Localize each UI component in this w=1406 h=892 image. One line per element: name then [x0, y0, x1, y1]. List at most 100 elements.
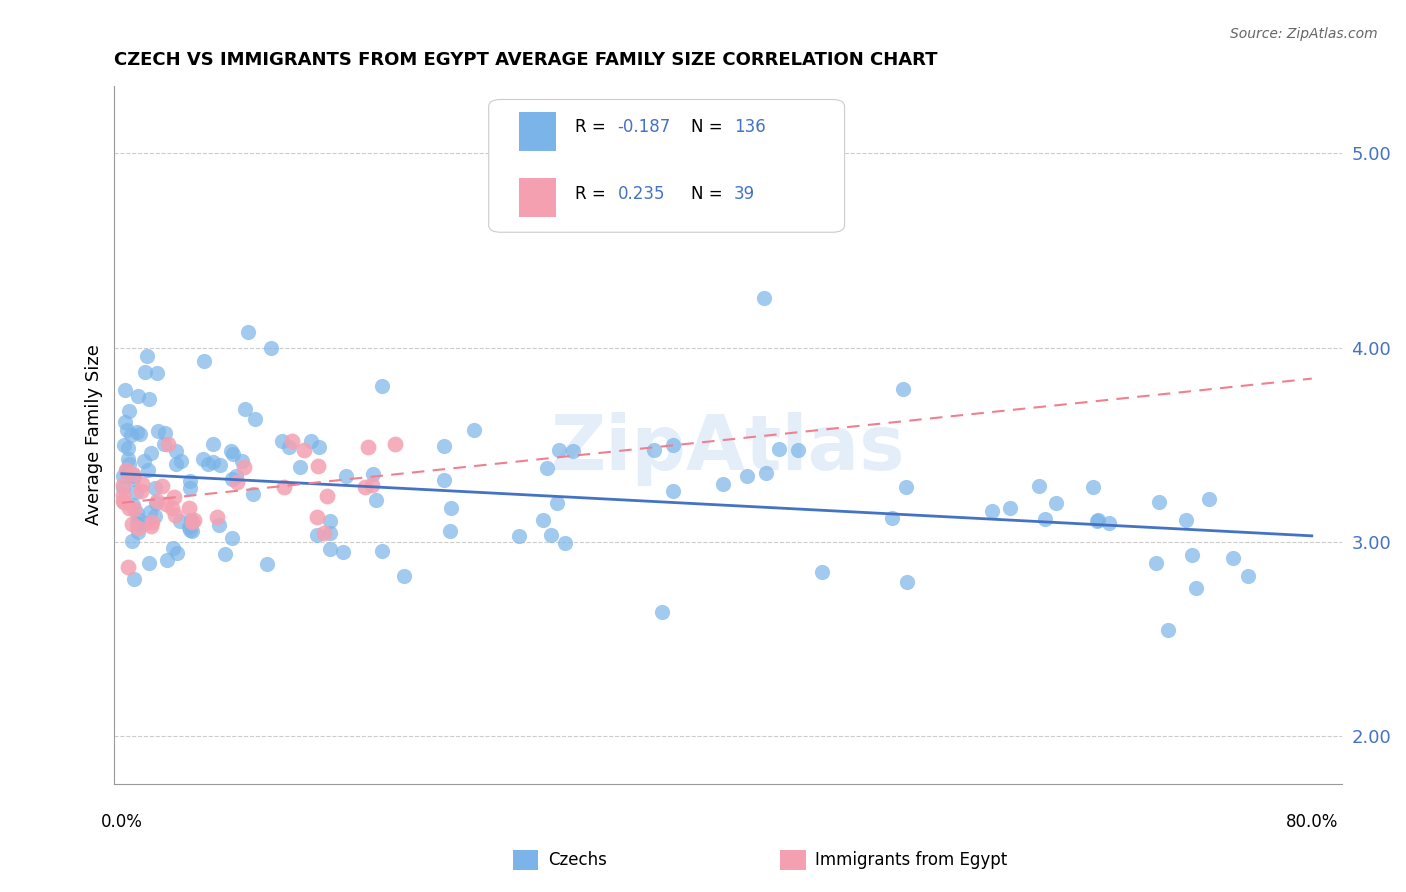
Bar — [519, 112, 557, 151]
Point — [165, 443, 187, 458]
Point — [332, 545, 354, 559]
Point — [236, 326, 259, 340]
Point — [134, 454, 156, 468]
Point — [662, 438, 685, 452]
Point — [242, 487, 264, 501]
Point — [1033, 512, 1056, 526]
Text: ZipAtlas: ZipAtlas — [551, 412, 905, 486]
Point — [361, 467, 384, 482]
Point — [117, 452, 139, 467]
Point — [896, 480, 918, 494]
Point — [354, 480, 377, 494]
Point — [127, 521, 149, 535]
Point — [735, 469, 758, 483]
Point — [145, 366, 167, 380]
Point — [463, 424, 485, 438]
Point — [135, 516, 157, 531]
Point — [319, 542, 342, 557]
Point — [153, 426, 176, 441]
Point — [112, 488, 135, 502]
Point — [125, 506, 148, 520]
Point — [121, 534, 143, 549]
Point — [118, 500, 141, 515]
Point — [112, 494, 135, 508]
Point — [508, 529, 530, 543]
Point — [124, 468, 146, 483]
Point — [121, 517, 143, 532]
Point — [141, 518, 163, 533]
Point — [127, 388, 149, 402]
Point — [752, 291, 775, 305]
Point — [308, 440, 330, 454]
Point — [150, 479, 173, 493]
Point — [1222, 551, 1244, 566]
Point — [205, 510, 228, 524]
Point — [146, 494, 169, 508]
Point — [114, 438, 136, 452]
Point — [318, 525, 340, 540]
Point — [1028, 479, 1050, 493]
Point — [1185, 582, 1208, 596]
Point — [125, 425, 148, 439]
Point — [202, 437, 225, 451]
Point — [118, 457, 141, 471]
Point — [180, 516, 202, 530]
Point — [170, 454, 193, 468]
Point — [1174, 513, 1197, 527]
Point — [243, 411, 266, 425]
Point — [548, 442, 571, 457]
Point — [131, 483, 153, 498]
Point — [1237, 568, 1260, 582]
Point — [433, 439, 456, 453]
Point — [316, 489, 339, 503]
Point — [125, 516, 148, 531]
Y-axis label: Average Family Size: Average Family Size — [86, 344, 103, 525]
Text: 0.235: 0.235 — [617, 185, 665, 202]
Point — [115, 462, 138, 476]
Point — [440, 501, 463, 516]
Text: 39: 39 — [734, 185, 755, 202]
Point — [394, 569, 416, 583]
Point — [138, 392, 160, 406]
Point — [163, 490, 186, 504]
Point — [177, 500, 200, 515]
Point — [256, 557, 278, 571]
Point — [112, 481, 135, 495]
Point — [370, 379, 392, 393]
Point — [561, 444, 583, 458]
Point — [191, 452, 214, 467]
Point — [226, 475, 249, 489]
Point — [120, 428, 142, 442]
Point — [139, 446, 162, 460]
Text: 0.0%: 0.0% — [101, 814, 143, 831]
Point — [536, 461, 558, 475]
Point — [271, 434, 294, 448]
Point — [128, 426, 150, 441]
Point — [165, 457, 187, 471]
Point — [153, 437, 176, 451]
Point — [208, 518, 231, 533]
Point — [181, 524, 204, 539]
Point — [117, 441, 139, 455]
Text: Immigrants from Egypt: Immigrants from Egypt — [815, 851, 1008, 869]
Point — [134, 365, 156, 379]
Point — [1087, 513, 1109, 527]
Point — [214, 547, 236, 561]
Point — [357, 440, 380, 454]
Point — [127, 512, 149, 526]
Point — [160, 500, 183, 515]
Point — [292, 443, 315, 458]
Point — [307, 510, 329, 524]
Point — [141, 515, 163, 529]
Text: Source: ZipAtlas.com: Source: ZipAtlas.com — [1230, 27, 1378, 41]
Point — [281, 434, 304, 448]
Point — [312, 526, 335, 541]
Point — [138, 505, 160, 519]
Point — [980, 504, 1002, 518]
Point — [122, 471, 145, 485]
Point — [122, 501, 145, 516]
Point — [811, 566, 834, 580]
Point — [273, 480, 295, 494]
Point — [540, 528, 562, 542]
Point — [305, 528, 328, 542]
